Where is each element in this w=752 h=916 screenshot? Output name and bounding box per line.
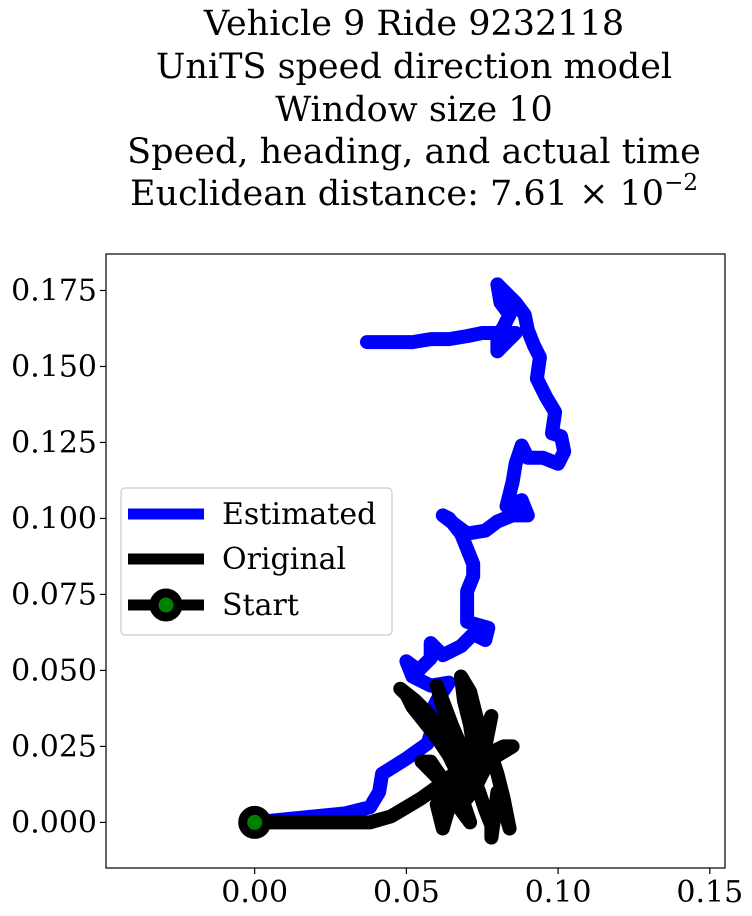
legend: Estimated Original Start — [120, 487, 393, 636]
series-line-original — [247, 669, 520, 845]
plot-frame — [105, 253, 726, 869]
y-tick-label: 0.175 — [11, 273, 97, 308]
y-tick-label: 0.050 — [11, 653, 97, 688]
x-tick-label: 0.05 — [373, 875, 440, 910]
legend-start-marker — [149, 588, 183, 622]
legend-estimated-label: Estimated — [222, 497, 376, 532]
y-tick-label: 0.100 — [11, 501, 97, 536]
plot-data — [238, 277, 572, 845]
title-line-4: Speed, heading, and actual time — [127, 132, 701, 172]
title-line-3: Window size 10 — [275, 90, 553, 130]
title-line-5-base: Euclidean distance: 7.61 × 10 — [130, 174, 664, 214]
y-tick-label: 0.075 — [11, 577, 97, 612]
legend-original-label: Original — [222, 542, 346, 577]
y-tick-label: 0.025 — [11, 729, 97, 764]
chart-title: Vehicle 9 Ride 9232118 UniTS speed direc… — [127, 4, 701, 214]
y-tick-label: 0.125 — [11, 425, 97, 460]
y-tick-label: 0.150 — [11, 349, 97, 384]
title-line-2: UniTS speed direction model — [156, 47, 672, 87]
x-axis: 0.00 0.05 0.10 0.15 — [221, 868, 743, 910]
x-tick-label: 0.00 — [221, 875, 288, 910]
x-tick-label: 0.15 — [676, 875, 743, 910]
title-line-1: Vehicle 9 Ride 9232118 — [203, 4, 624, 44]
title-line-5: Euclidean distance: 7.61 × 10−2 — [130, 170, 698, 214]
legend-frame — [120, 487, 393, 636]
y-axis: 0.000 0.025 0.050 0.075 0.100 0.125 0.150 0.175 — [11, 273, 106, 840]
legend-start-label: Start — [222, 588, 299, 623]
x-tick-label: 0.10 — [525, 875, 592, 910]
title-exponent: −2 — [664, 170, 698, 196]
y-tick-label: 0.000 — [11, 805, 97, 840]
start-marker — [238, 805, 272, 839]
